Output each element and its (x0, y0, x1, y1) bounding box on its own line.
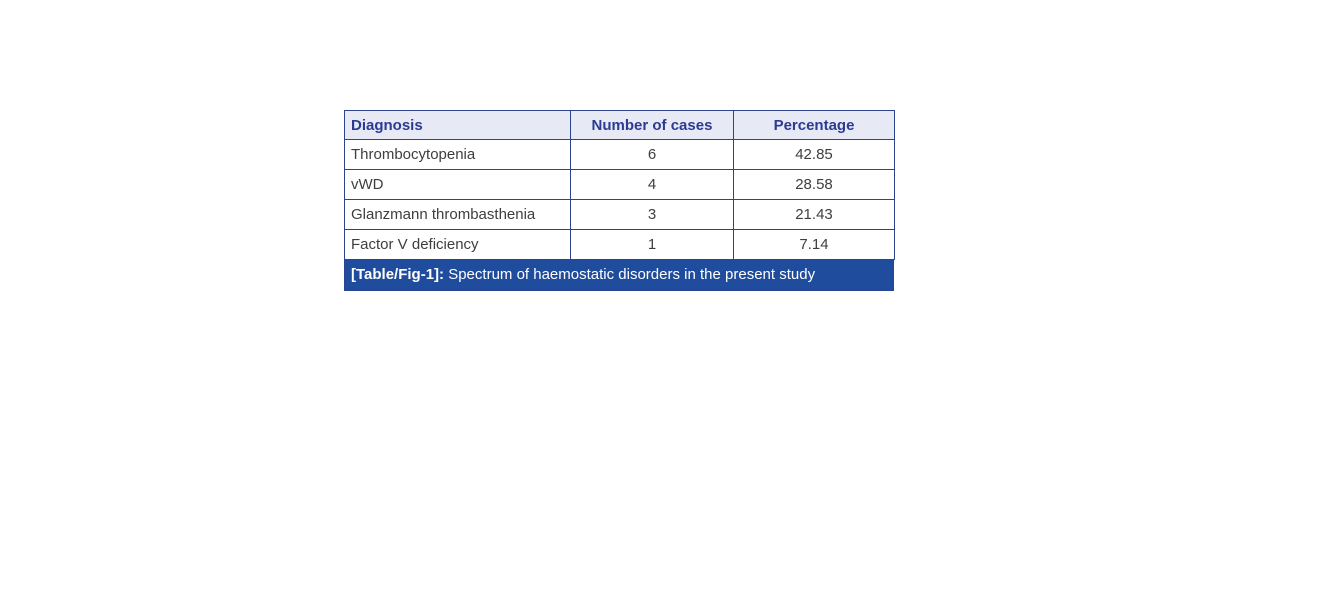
cell-diagnosis: Thrombocytopenia (344, 139, 571, 170)
header-cases: Number of cases (570, 110, 734, 140)
cell-percentage: 7.14 (733, 229, 895, 260)
header-percentage: Percentage (733, 110, 895, 140)
cell-cases: 3 (570, 199, 734, 230)
haemostatic-disorders-figure: Diagnosis Number of cases Percentage Thr… (344, 110, 895, 291)
table-body: Thrombocytopenia 6 42.85 vWD 4 28.58 Gla… (344, 139, 895, 260)
caption-label: [Table/Fig-1]: (351, 266, 445, 283)
cell-percentage: 28.58 (733, 169, 895, 200)
cell-cases: 1 (570, 229, 734, 260)
caption-text: Spectrum of haemostatic disorders in the… (444, 266, 816, 283)
table-row: Factor V deficiency 1 7.14 (344, 229, 895, 260)
cell-cases: 6 (570, 139, 734, 170)
header-diagnosis: Diagnosis (344, 110, 571, 140)
cell-diagnosis: Factor V deficiency (344, 229, 571, 260)
cell-cases: 4 (570, 169, 734, 200)
haemostatic-disorders-table: Diagnosis Number of cases Percentage Thr… (344, 110, 895, 260)
cell-diagnosis: vWD (344, 169, 571, 200)
table-row: vWD 4 28.58 (344, 169, 895, 200)
table-row: Glanzmann thrombasthenia 3 21.43 (344, 199, 895, 230)
header-row: Diagnosis Number of cases Percentage (344, 110, 895, 140)
table-header: Diagnosis Number of cases Percentage (344, 110, 895, 140)
cell-percentage: 21.43 (733, 199, 895, 230)
table-row: Thrombocytopenia 6 42.85 (344, 139, 895, 170)
cell-percentage: 42.85 (733, 139, 895, 170)
table-caption: [Table/Fig-1]: Spectrum of haemostatic d… (344, 260, 894, 291)
cell-diagnosis: Glanzmann thrombasthenia (344, 199, 571, 230)
